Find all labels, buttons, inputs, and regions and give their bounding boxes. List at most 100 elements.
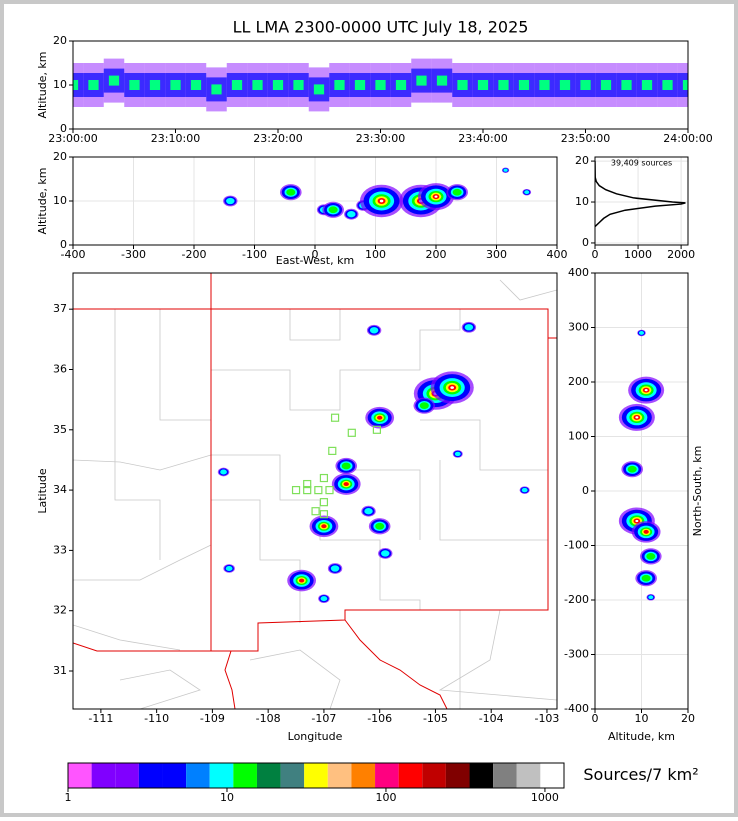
density-core bbox=[364, 508, 373, 515]
x-axis-label: Longitude bbox=[288, 730, 343, 743]
county-line bbox=[289, 309, 341, 341]
y-tick-label: 34 bbox=[53, 483, 67, 496]
source-strip bbox=[493, 63, 514, 107]
strip-core bbox=[129, 80, 140, 90]
colorbar-segment bbox=[422, 763, 446, 788]
panel-frame bbox=[72, 272, 558, 710]
x-tick-label: -110 bbox=[144, 712, 169, 725]
y-tick-label: 0 bbox=[582, 236, 589, 249]
density-core bbox=[343, 482, 349, 487]
density-core bbox=[347, 211, 356, 218]
station bbox=[319, 473, 329, 483]
station bbox=[311, 507, 320, 516]
source-strip bbox=[349, 63, 371, 107]
density-core bbox=[226, 197, 235, 205]
density-cluster bbox=[413, 397, 436, 414]
y-tick-label: 0 bbox=[582, 484, 589, 497]
density-core bbox=[381, 550, 390, 557]
county-line bbox=[73, 624, 181, 651]
colorbar-segment bbox=[91, 763, 116, 788]
x-tick-label: 300 bbox=[486, 248, 507, 261]
density-core bbox=[377, 415, 383, 420]
source-strip bbox=[390, 63, 412, 107]
colorbar-segment bbox=[233, 763, 257, 788]
y-tick-label: 20 bbox=[575, 154, 589, 167]
density-cluster bbox=[368, 518, 391, 535]
density-cluster bbox=[335, 457, 358, 475]
strip-core bbox=[416, 75, 427, 86]
y-tick-label: 37 bbox=[53, 302, 67, 315]
density-core bbox=[369, 327, 379, 334]
x-tick-label: -400 bbox=[61, 248, 86, 261]
background bbox=[4, 4, 734, 813]
colorbar-segment bbox=[445, 763, 470, 788]
density-cluster bbox=[418, 183, 454, 211]
density-core bbox=[648, 595, 654, 600]
x-tick-label: -104 bbox=[479, 712, 504, 725]
state-border bbox=[344, 619, 448, 709]
source-strip bbox=[144, 63, 166, 107]
source-strip bbox=[575, 63, 596, 107]
strip-core bbox=[539, 80, 550, 90]
map-base bbox=[73, 273, 557, 709]
density-cluster bbox=[452, 450, 463, 458]
strip-core bbox=[498, 80, 509, 90]
source-strip bbox=[329, 63, 350, 107]
density-core bbox=[225, 565, 233, 572]
x-tick-label: 1000 bbox=[531, 791, 559, 804]
colorbar-label: Sources/7 km² bbox=[583, 765, 698, 784]
y-axis-label: Altitude, km bbox=[36, 167, 49, 234]
colorbar-segment bbox=[493, 763, 517, 788]
density-cluster bbox=[501, 167, 510, 173]
station bbox=[319, 510, 329, 519]
strip-core bbox=[313, 84, 325, 95]
density-core bbox=[286, 188, 296, 196]
x-tick-label: 10 bbox=[220, 791, 234, 804]
source-strip bbox=[288, 63, 309, 107]
density-core bbox=[638, 331, 645, 335]
density-cluster bbox=[223, 564, 235, 573]
county-line bbox=[499, 279, 557, 301]
colorbar-segment bbox=[304, 763, 328, 788]
colorbar-segment bbox=[327, 763, 352, 788]
density-cluster bbox=[331, 473, 361, 495]
source-strip bbox=[452, 63, 473, 107]
panel bbox=[595, 273, 688, 709]
density-core bbox=[635, 519, 639, 523]
density-cluster bbox=[359, 184, 404, 218]
state-border bbox=[73, 642, 211, 652]
strip-core bbox=[334, 80, 345, 90]
source-strip bbox=[554, 63, 576, 107]
strip-core bbox=[395, 80, 407, 90]
y-tick-label: 33 bbox=[53, 543, 67, 556]
strip-core bbox=[252, 80, 263, 90]
x-tick-label: -100 bbox=[242, 248, 267, 261]
density-cluster bbox=[631, 521, 661, 543]
x-tick-label: 1 bbox=[65, 791, 72, 804]
source-strip bbox=[124, 63, 145, 107]
station bbox=[347, 428, 356, 437]
x-tick-label: 0 bbox=[592, 248, 599, 261]
source-strip bbox=[513, 63, 535, 107]
strip-core bbox=[293, 80, 304, 90]
station bbox=[319, 498, 329, 507]
y-tick-label: 400 bbox=[568, 266, 589, 279]
y-tick-label: 0 bbox=[60, 238, 67, 251]
strip-core bbox=[231, 80, 243, 90]
density-core bbox=[452, 188, 462, 196]
x-tick-label: 100 bbox=[365, 248, 386, 261]
y-tick-label: 20 bbox=[53, 34, 67, 47]
density-core bbox=[450, 386, 454, 389]
x-tick-label: -200 bbox=[182, 248, 207, 261]
density-cluster bbox=[309, 515, 339, 538]
density-core bbox=[298, 578, 305, 583]
x-tick-label: -107 bbox=[311, 712, 336, 725]
y-axis-label: North-South, km bbox=[691, 446, 704, 537]
density-core bbox=[644, 389, 648, 392]
y-tick-label: 35 bbox=[53, 423, 67, 436]
density-cluster bbox=[280, 184, 302, 201]
strip-core bbox=[682, 80, 688, 90]
marks bbox=[73, 58, 688, 709]
strip-core bbox=[354, 80, 366, 90]
